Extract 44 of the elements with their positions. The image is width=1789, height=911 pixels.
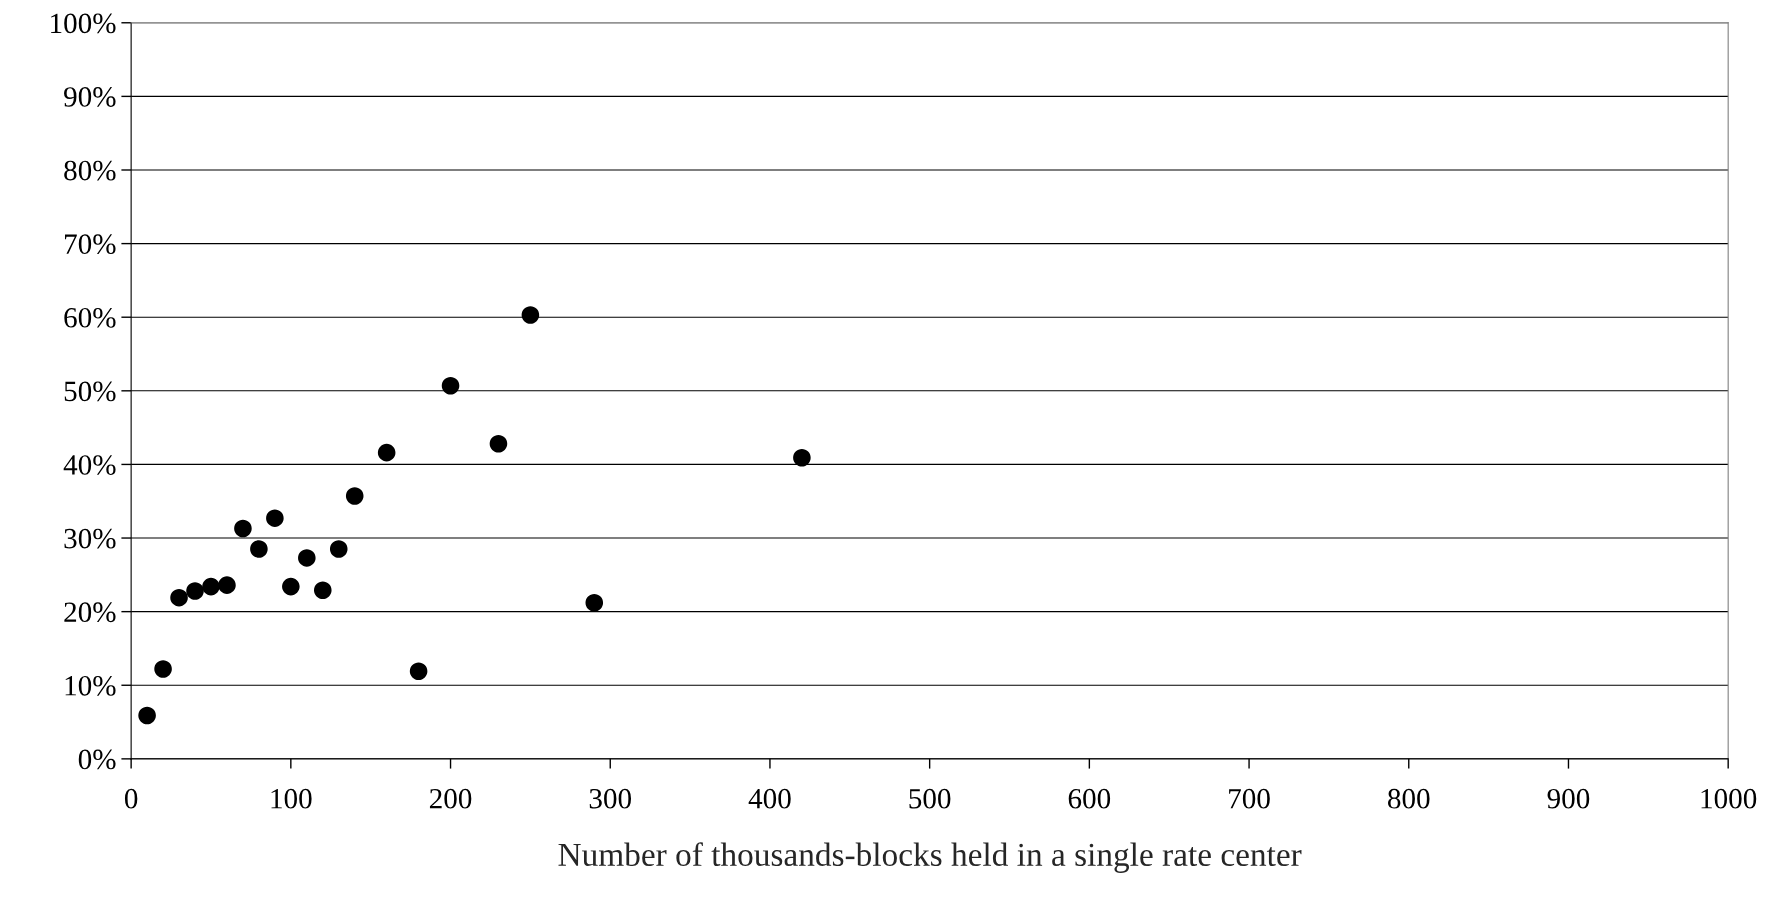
y-tick-label: 30%	[64, 528, 116, 549]
x-tick-label: 1000	[1701, 788, 1757, 809]
y-tick-label: 70%	[65, 234, 116, 255]
point	[154, 660, 172, 678]
x-tick-label: 600	[1068, 788, 1111, 809]
x-tick-label: 0	[124, 788, 138, 809]
point	[234, 519, 252, 538]
point	[441, 376, 460, 395]
point	[377, 443, 396, 462]
point	[409, 662, 428, 681]
y-tick-label: 40%	[63, 455, 116, 475]
point	[793, 449, 811, 467]
x-tick-label: 500	[909, 788, 951, 809]
point	[521, 306, 540, 324]
point	[314, 581, 332, 600]
y-tick-label: 50%	[64, 381, 116, 402]
y-tick-label: 60%	[64, 307, 116, 328]
point	[266, 509, 284, 527]
point	[186, 582, 204, 600]
y-tick-label: 0%	[78, 749, 116, 770]
point	[250, 540, 268, 558]
point	[329, 540, 348, 558]
x-tick-label: 300	[589, 788, 632, 809]
x-tick-label: 200	[429, 788, 472, 809]
x-tick-label: 700	[1229, 788, 1270, 809]
point	[345, 487, 364, 505]
point	[138, 706, 156, 725]
x-tick-label: 100	[271, 788, 312, 809]
point	[202, 577, 220, 596]
point	[218, 576, 236, 594]
y-tick-label: 100%	[51, 13, 116, 34]
x-tick-label: 800	[1388, 788, 1430, 809]
y-tick-label: 20%	[64, 602, 116, 623]
x-tick-label: 900	[1547, 788, 1590, 809]
y-tick-label: 80%	[64, 160, 116, 181]
point	[298, 549, 316, 567]
x-axis-title: Number of thousands-blocks held in a single rate center	[558, 842, 1302, 873]
point	[585, 594, 604, 612]
y-tick-label: 10%	[65, 675, 116, 696]
y-tick-label: 90%	[64, 87, 116, 107]
point	[489, 435, 508, 453]
point	[170, 588, 188, 607]
point	[282, 577, 300, 596]
x-tick-label: 400	[748, 788, 791, 809]
